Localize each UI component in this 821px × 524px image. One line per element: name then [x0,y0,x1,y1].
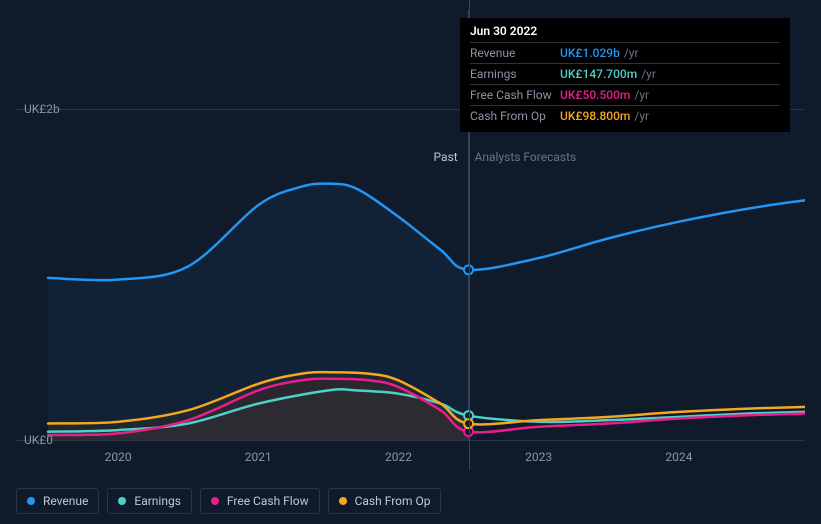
legend-label: Revenue [43,494,88,508]
tooltip-metric: Revenue [470,46,560,60]
tooltip-row: Cash From OpUK£98.800m/yr [470,105,780,126]
chart-legend: Revenue Earnings Free Cash Flow Cash From O… [16,488,441,514]
tooltip-row: RevenueUK£1.029b/yr [470,42,780,63]
gridline [16,440,805,441]
legend-item-earnings[interactable]: Earnings [107,488,192,514]
tooltip-unit: /yr [641,67,656,81]
legend-dot-icon [211,497,219,505]
x-axis-label: 2020 [105,450,132,464]
tooltip-value: UK£147.700m [560,67,637,81]
forecast-label: Analysts Forecasts [475,150,577,164]
tooltip-unit: /yr [634,88,649,102]
legend-label: Cash From Op [355,494,431,508]
legend-dot-icon [27,497,35,505]
tooltip-row: EarningsUK£147.700m/yr [470,63,780,84]
x-axis-label: 2024 [665,450,692,464]
x-axis-label: 2021 [245,450,272,464]
legend-item-revenue[interactable]: Revenue [16,488,99,514]
legend-label: Earnings [134,494,181,508]
y-axis-label: UK£2b [24,102,60,116]
tooltip-date: Jun 30 2022 [470,24,780,42]
y-axis-label: UK£0 [24,433,53,447]
legend-dot-icon [118,497,126,505]
tooltip-metric: Free Cash Flow [470,88,560,102]
legend-dot-icon [339,497,347,505]
tooltip-value: UK£98.800m [560,109,630,123]
tooltip-row: Free Cash FlowUK£50.500m/yr [470,84,780,105]
legend-item-cfo[interactable]: Cash From Op [328,488,442,514]
x-axis-label: 2023 [525,450,552,464]
chart-tooltip: Jun 30 2022 RevenueUK£1.029b/yrEarningsU… [460,18,790,132]
tooltip-value: UK£50.500m [560,88,630,102]
x-axis-label: 2022 [385,450,412,464]
legend-label: Free Cash Flow [227,494,309,508]
tooltip-metric: Cash From Op [470,109,560,123]
legend-item-fcf[interactable]: Free Cash Flow [200,488,320,514]
tooltip-metric: Earnings [470,67,560,81]
tooltip-unit: /yr [624,46,639,60]
tooltip-value: UK£1.029b [560,46,620,60]
tooltip-unit: /yr [634,109,649,123]
